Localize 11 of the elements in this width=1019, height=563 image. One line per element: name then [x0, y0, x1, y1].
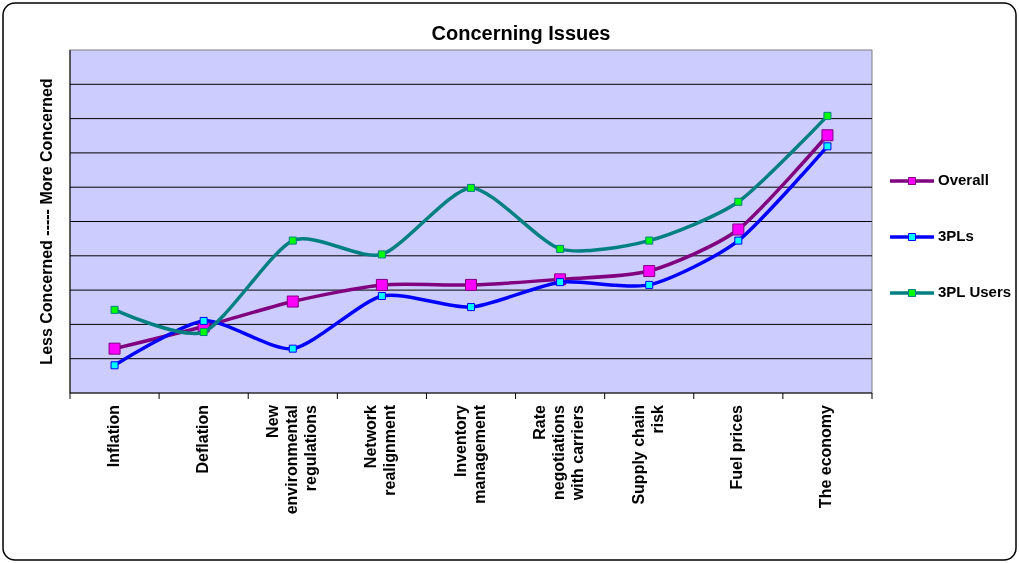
- x-tick-label: Inflation: [104, 405, 122, 468]
- legend-label: Overall: [938, 170, 989, 188]
- x-tick-label: New environmental regulations: [264, 404, 320, 515]
- x-tick-label: Supply chain risk: [629, 404, 666, 505]
- x-tick-label: Fuel prices: [728, 404, 746, 490]
- x-tick-label: Deflation: [193, 405, 211, 474]
- x-tick-label: The economy: [817, 404, 835, 509]
- legend-label: 3PL Users: [938, 282, 1012, 300]
- legend-label: 3PLs: [938, 226, 974, 244]
- y-axis-title: Less Concerned ----- More Concerned: [38, 78, 55, 365]
- chart-title: Concerning Issues: [431, 22, 611, 44]
